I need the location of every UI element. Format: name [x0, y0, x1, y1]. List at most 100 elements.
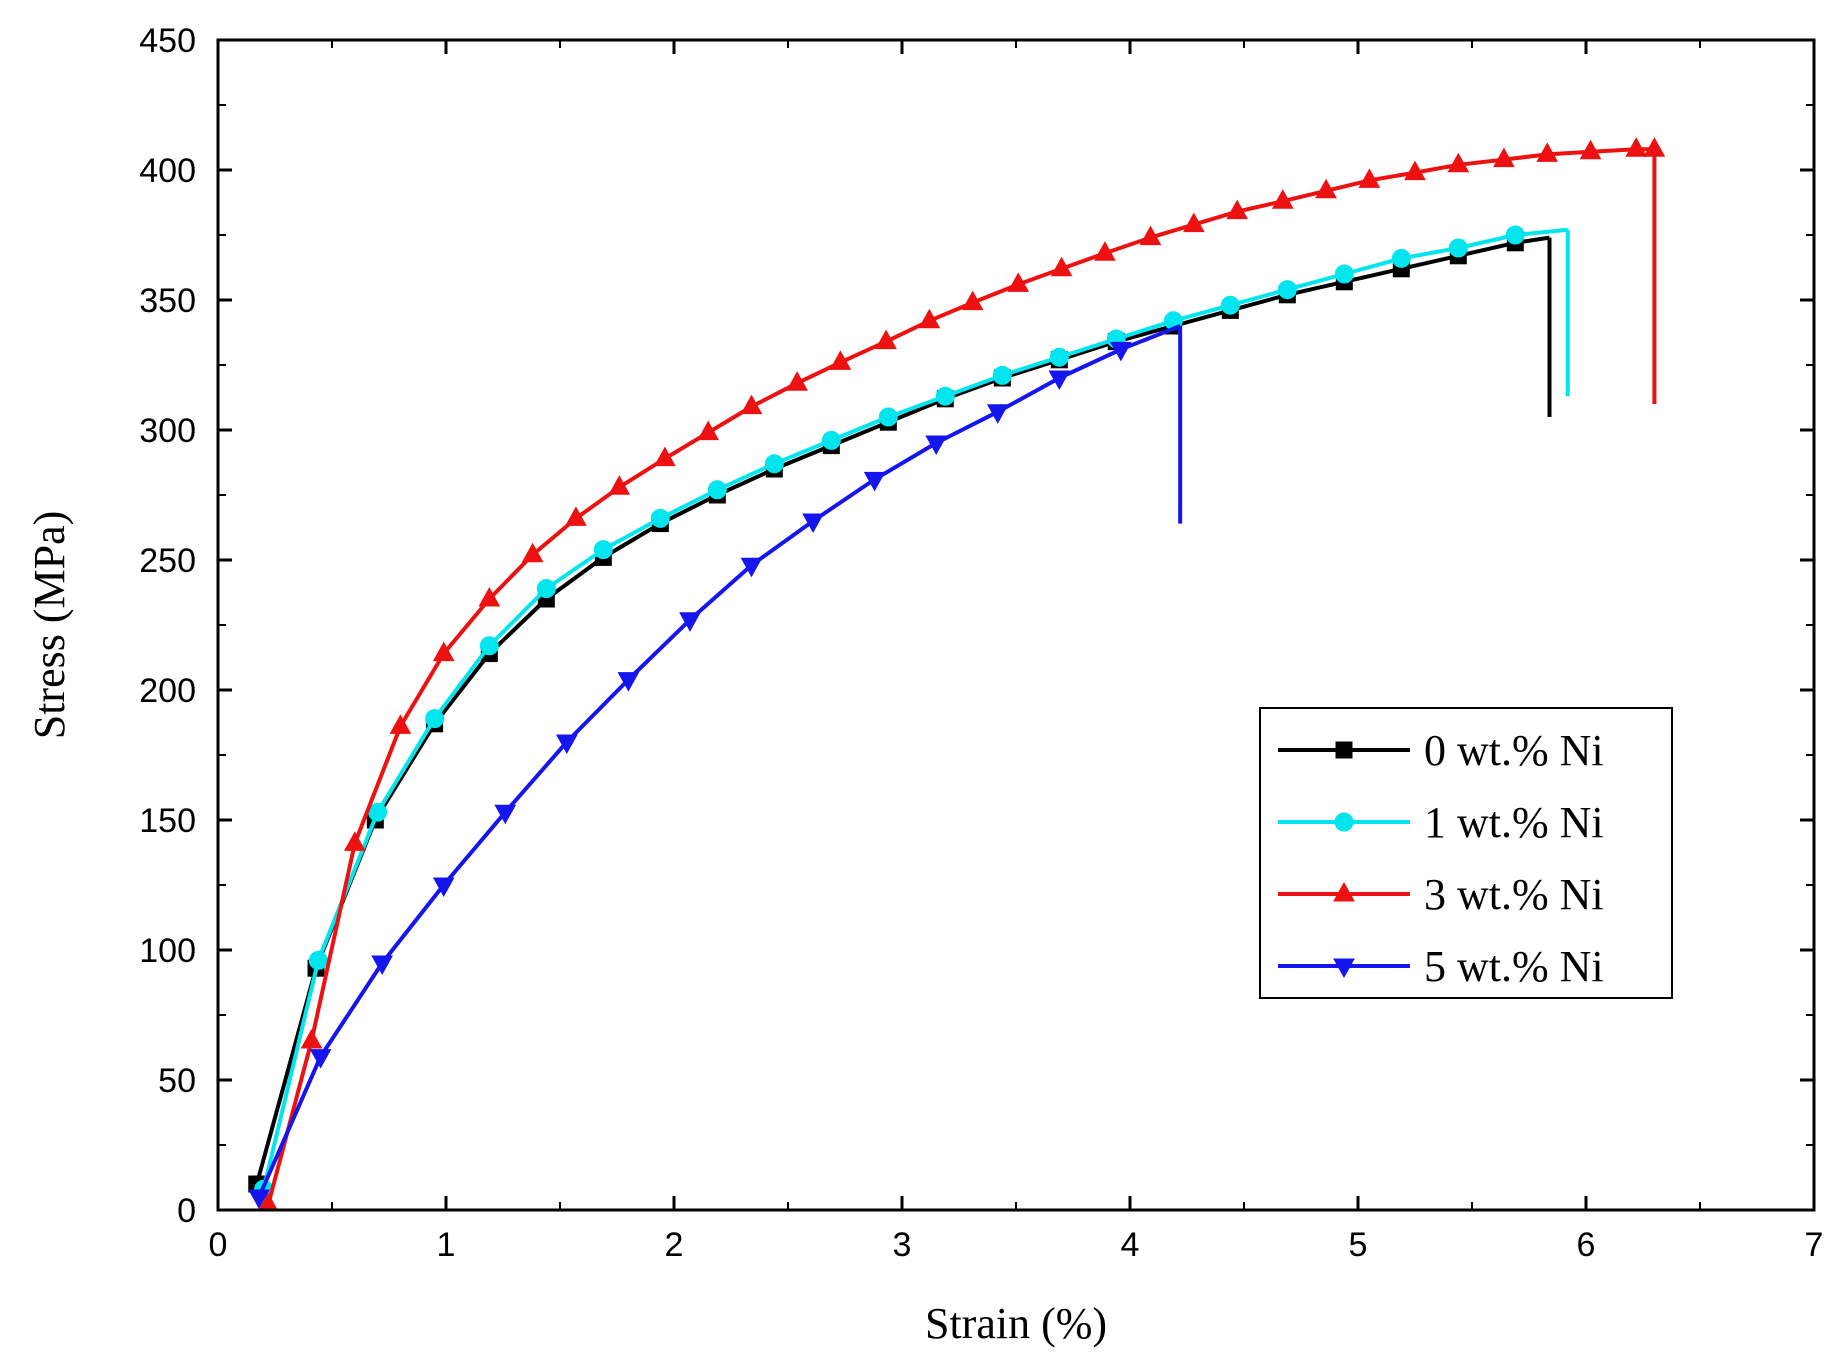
x-tick-label: 3	[893, 1226, 912, 1264]
data-point	[654, 446, 676, 467]
plot-frame	[216, 38, 1816, 1212]
data-point	[764, 454, 784, 474]
y-tick-label: 50	[158, 1062, 196, 1100]
data-point	[918, 308, 941, 329]
data-point	[1315, 178, 1337, 199]
data-point	[961, 290, 984, 311]
data-point	[608, 475, 631, 495]
data-point	[1493, 147, 1515, 168]
data-point	[740, 394, 763, 415]
data-point	[617, 672, 640, 692]
x-tick-label: 7	[1805, 1226, 1824, 1264]
data-point	[707, 480, 727, 500]
legend-swatch-marker	[1334, 812, 1354, 832]
data-point	[1536, 142, 1559, 162]
legend-label: 5 wt.% Ni	[1424, 942, 1604, 991]
data-point	[1447, 152, 1470, 173]
data-point	[1271, 189, 1294, 209]
data-point	[371, 955, 394, 976]
data-point	[258, 1192, 278, 1210]
y-tick-label: 250	[139, 542, 196, 580]
y-tick-label: 200	[139, 672, 196, 710]
data-point	[555, 734, 578, 755]
data-point	[432, 641, 455, 662]
legend-label: 3 wt.% Ni	[1424, 870, 1604, 919]
x-tick-label: 2	[665, 1226, 684, 1264]
data-point	[1094, 241, 1116, 261]
legend-label: 1 wt.% Ni	[1424, 798, 1604, 847]
data-point	[494, 804, 517, 825]
data-point	[1220, 295, 1240, 315]
axis-ticks: 0 1 2 3 4 5 6 7 0 50 100 150 200 250 300 350 400 450	[139, 22, 1823, 1264]
data-point	[593, 540, 613, 560]
data-point	[425, 709, 445, 729]
data-point	[802, 513, 824, 534]
legend: 0 wt.% Ni 1 wt.% Ni 3 wt.% Ni 5 wt.% Ni	[1259, 707, 1673, 999]
data-point	[1182, 212, 1205, 233]
data-point	[479, 636, 499, 656]
x-tick-label: 4	[1121, 1226, 1140, 1264]
y-tick-label: 100	[139, 932, 196, 970]
x-tick-label: 6	[1577, 1226, 1596, 1264]
data-point	[565, 506, 587, 526]
data-point	[986, 404, 1009, 424]
data-point	[1048, 370, 1071, 391]
data-point	[478, 586, 501, 607]
data-point	[1139, 225, 1162, 246]
data-point	[679, 612, 701, 632]
data-point	[878, 407, 898, 427]
legend-box	[1259, 707, 1673, 999]
data-point	[829, 350, 852, 370]
data-point	[650, 508, 670, 528]
data-point	[697, 420, 720, 441]
data-point	[300, 1028, 323, 1049]
data-point	[1448, 238, 1468, 258]
data-point	[309, 1049, 332, 1069]
data-point	[740, 557, 763, 578]
y-tick-label: 0	[177, 1192, 196, 1230]
legend-label: 0 wt.% Ni	[1424, 726, 1604, 775]
data-point	[1358, 168, 1381, 188]
data-point	[1007, 272, 1030, 292]
x-axis-title: Strain (%)	[925, 1299, 1107, 1348]
data-point	[248, 1189, 270, 1210]
data-point	[343, 831, 366, 851]
data-point	[863, 471, 886, 492]
x-tick-label: 5	[1349, 1226, 1368, 1264]
y-tick-label: 300	[139, 412, 196, 450]
data-point	[1050, 256, 1073, 277]
data-point	[1579, 139, 1602, 160]
data-point	[432, 877, 455, 898]
data-point	[1226, 199, 1249, 220]
series-layer	[248, 137, 1666, 1210]
series-line	[257, 324, 1181, 1198]
series-3-wt-ni	[258, 137, 1666, 1210]
data-point	[1277, 280, 1297, 300]
data-point	[875, 329, 897, 350]
y-tick-label: 400	[139, 152, 196, 190]
y-axis-title: Stress (MPa)	[25, 511, 74, 740]
data-point	[1049, 347, 1069, 367]
series-line	[254, 235, 1550, 1185]
data-point	[1625, 137, 1648, 157]
legend-swatch-marker	[1333, 881, 1355, 902]
data-point	[935, 386, 955, 406]
data-point	[1505, 225, 1525, 245]
data-point	[786, 371, 808, 391]
y-tick-label: 150	[139, 802, 196, 840]
data-point	[821, 430, 841, 450]
data-point	[536, 579, 556, 599]
y-tick-label: 350	[139, 282, 196, 320]
x-tick-label: 1	[437, 1226, 456, 1264]
series-line	[266, 147, 1655, 1206]
data-point	[1334, 264, 1354, 284]
series-line	[261, 227, 1568, 1190]
data-point	[1643, 137, 1666, 157]
data-point	[389, 714, 412, 734]
data-point	[925, 435, 948, 456]
legend-swatch-marker	[1335, 741, 1353, 759]
data-point	[521, 542, 544, 563]
legend-swatch-marker	[1333, 958, 1355, 979]
data-point	[308, 950, 328, 970]
